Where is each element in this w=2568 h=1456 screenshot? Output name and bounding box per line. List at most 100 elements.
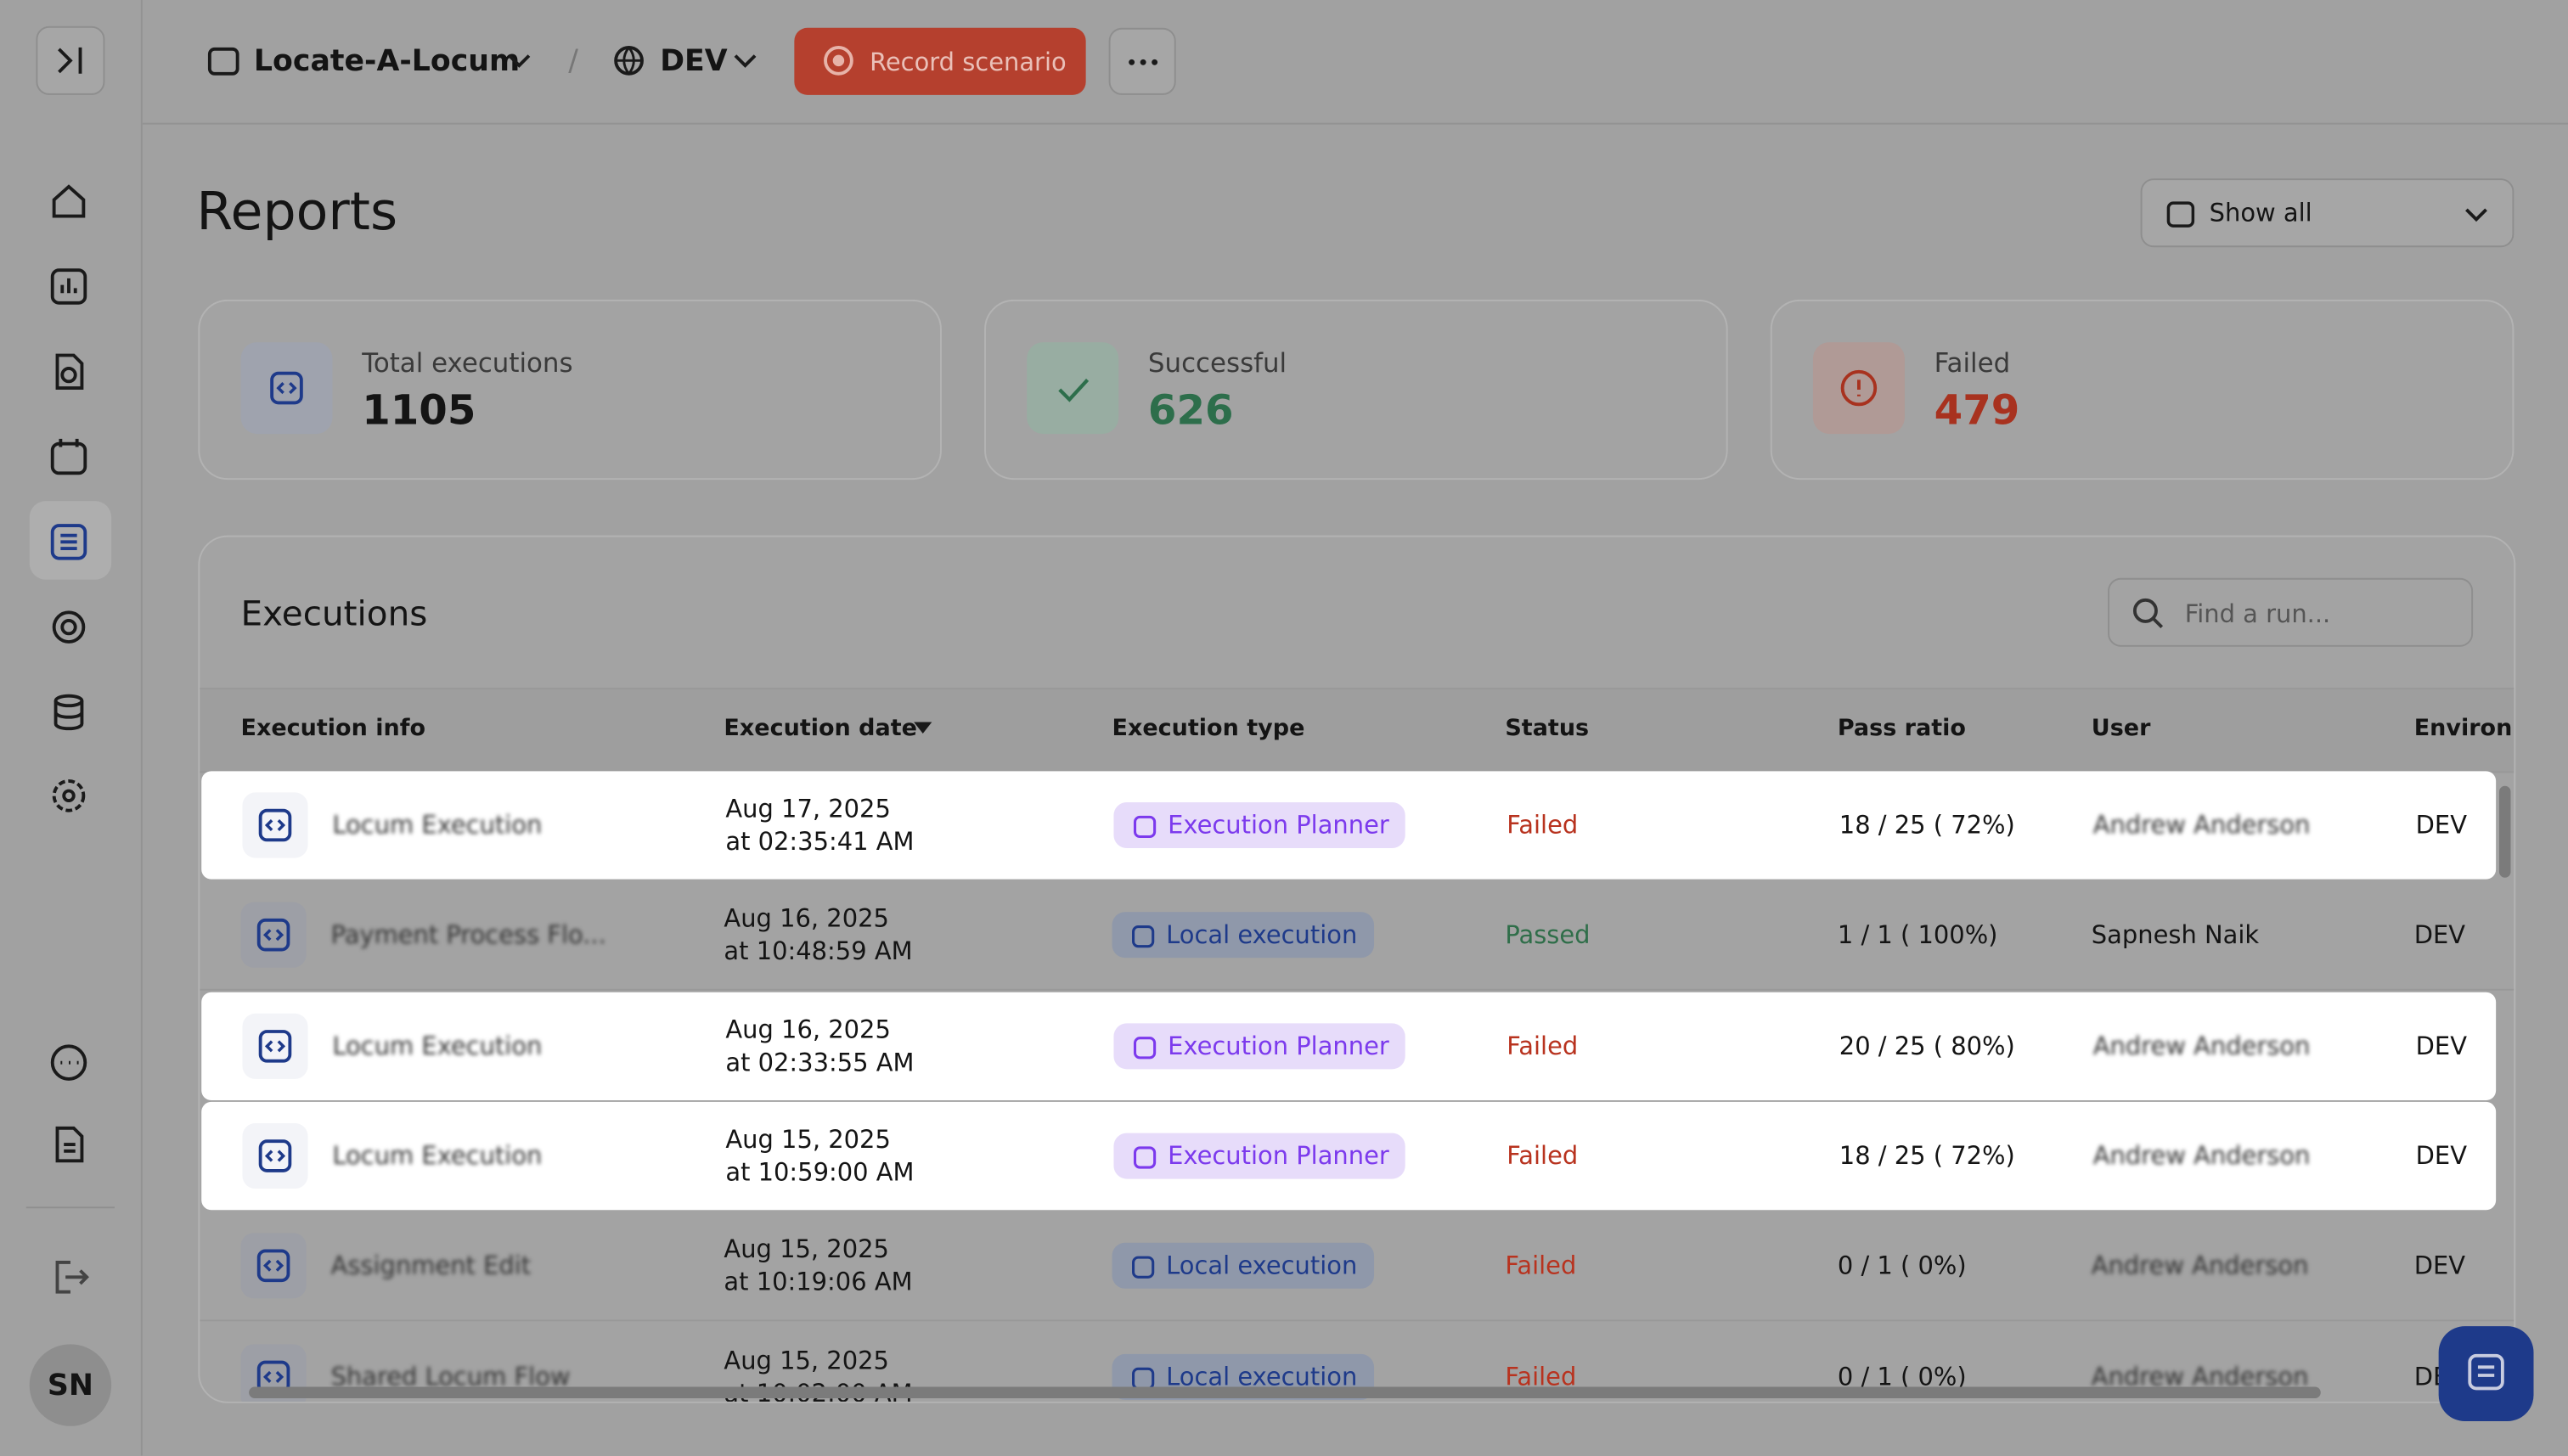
execution-type-badge: Execution Planner [1113,1022,1406,1069]
execution-name: Locum Execution [332,1141,543,1171]
time: at 02:35:41 AM [725,826,915,857]
status: Failed [1505,1251,1577,1281]
date: Aug 15, 2025 [725,1124,891,1155]
execution-date: Aug 16, 2025 at 02:33:55 AM [725,1013,914,1078]
table-row[interactable]: Locum Execution Aug 15, 2025 at 10:59:00 A… [201,1101,2497,1211]
row-icon [240,902,307,969]
execution-date: Aug 17, 2025 at 02:35:41 AM [725,792,914,857]
execution-name: Assignment Edit [330,1251,532,1281]
execution-date: Aug 15, 2025 at 10:59:00 AM [725,1123,914,1189]
column-header[interactable]: Environment [2413,715,2514,742]
page-title: Reports [196,180,398,243]
execution-name: Shared Locum Flow [330,1361,571,1391]
row-icon [242,1013,308,1079]
time: at 10:19:06 AM [724,1268,913,1297]
stat-value: 479 [1934,386,2020,435]
row-icon [242,792,308,858]
icon [1840,369,1878,407]
table-row[interactable]: Locum Execution Aug 17, 2025 at 02:35:41 A… [201,771,2497,880]
project-selector[interactable]: Locate-A-Locum [253,44,521,79]
stat-label: Successful [1147,346,1287,379]
horizontal-scrollbar[interactable] [249,1386,2321,1398]
time: at 10:48:59 AM [724,936,913,967]
expand-sidebar-button[interactable] [36,25,105,95]
stat-card: Failed 479 [1770,299,2514,481]
vertical-scrollbar[interactable] [2498,785,2511,878]
environment: DEV [2413,1251,2466,1281]
status: Passed [1505,920,1591,951]
icon [1132,1366,1155,1390]
execution-type-badge: Local execution [1112,1243,1374,1290]
user: Sapnesh Naik [2091,920,2260,951]
breadcrumb-separator: / [568,44,578,79]
stat-icon [240,342,333,435]
execution-date: Aug 15, 2025 at 10:19:06 AM [724,1234,912,1299]
table-row[interactable]: Payment Process Flo... Aug 16, 2025 at 10:… [200,881,2514,992]
date: Aug 16, 2025 [724,904,889,934]
column-header[interactable]: Pass ratio [1837,715,1966,742]
icon [258,808,292,842]
row-icon [242,1122,308,1189]
execution-date: Aug 16, 2025 at 10:48:59 AM [724,902,912,968]
stat-value: 1105 [362,386,476,435]
scenarios-icon[interactable] [48,351,90,393]
column-header[interactable]: Execution date [724,715,917,742]
icon [1133,1036,1157,1059]
analytics-icon[interactable] [48,265,90,307]
pass-ratio: 18 / 25 ( 72%) [1839,810,2015,840]
chat-icon[interactable] [48,1042,90,1084]
date: Aug 16, 2025 [725,1014,891,1044]
logout-icon[interactable] [48,1256,90,1298]
icon [1132,925,1155,948]
home-icon[interactable] [48,180,90,222]
column-header[interactable]: Status [1505,715,1590,742]
chevron [734,54,757,68]
pass-ratio: 20 / 25 ( 80%) [1839,1031,2015,1060]
settings-icon[interactable] [48,774,90,817]
environment: DEV [2415,1141,2467,1171]
integrations-icon[interactable] [48,606,90,649]
column-header[interactable]: Execution type [1112,715,1305,742]
icon [270,371,303,405]
icon [1133,1146,1157,1169]
divider [25,1206,115,1209]
icon [1058,378,1090,402]
record-label: Record scenario [870,47,1067,77]
column-header[interactable]: Execution info [240,715,426,742]
date: Aug 15, 2025 [724,1345,889,1375]
top-bar: Locate-A-Locum / DEV Record scenario [142,0,2568,125]
schedule-icon[interactable] [48,436,90,478]
execution-type-badge: Execution Planner [1113,801,1406,848]
icon [914,722,932,734]
more-button[interactable] [1108,27,1176,95]
stat-label: Failed [1934,346,2011,379]
docs-icon[interactable] [48,1123,90,1166]
date: Aug 17, 2025 [725,794,891,824]
chevron [508,54,531,68]
reports-icon[interactable] [48,520,90,563]
column-header[interactable]: User [2091,715,2151,742]
status: Failed [1506,1141,1579,1171]
table-row[interactable]: Locum Execution Aug 16, 2025 at 02:33:55 A… [201,991,2497,1100]
database-icon[interactable] [48,691,90,734]
sidebar: SN [0,0,143,1456]
filter-label: Show all [2209,198,2312,228]
avatar[interactable]: SN [29,1344,112,1426]
project-icon [207,47,239,76]
environment: DEV [2415,810,2467,840]
icon [256,919,290,953]
row-icon [240,1233,307,1299]
globe-icon [614,45,644,76]
active-nav-highlight [29,501,112,580]
pass-ratio: 18 / 25 ( 72%) [1839,1141,2015,1171]
date: Aug 15, 2025 [724,1234,889,1265]
stat-icon [1812,342,1905,435]
record-button[interactable]: Record scenario [794,27,1086,95]
help-chat-button[interactable] [2438,1326,2534,1421]
table-row[interactable]: Assignment Edit Aug 15, 2025 at 10:19:06 A… [200,1212,2514,1322]
date-filter[interactable]: Show all [2140,178,2514,248]
environment-selector[interactable]: DEV [660,44,728,79]
search-box[interactable]: Find a run... [2108,577,2474,647]
stat-card: Successful 626 [984,299,1728,481]
